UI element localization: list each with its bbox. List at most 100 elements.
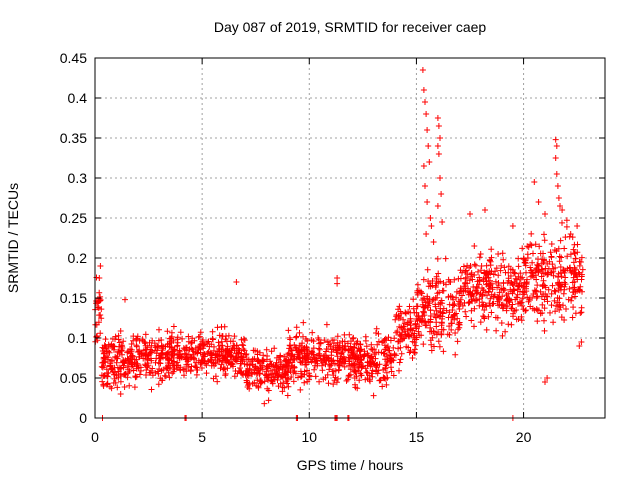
data-point bbox=[549, 261, 556, 268]
data-point bbox=[537, 288, 544, 295]
data-point bbox=[244, 361, 251, 368]
data-point bbox=[99, 348, 106, 354]
data-point bbox=[483, 274, 490, 281]
data-point bbox=[499, 305, 506, 312]
data-point bbox=[572, 293, 578, 300]
data-point bbox=[527, 303, 534, 310]
data-point bbox=[393, 313, 400, 320]
data-point bbox=[387, 337, 394, 344]
data-point bbox=[391, 335, 398, 342]
data-point bbox=[462, 268, 469, 275]
data-point bbox=[534, 282, 541, 289]
data-point bbox=[140, 355, 147, 362]
data-point bbox=[246, 365, 253, 372]
data-point bbox=[516, 282, 523, 289]
data-point bbox=[522, 259, 528, 266]
data-point bbox=[406, 303, 413, 310]
data-point bbox=[498, 320, 505, 326]
data-point bbox=[555, 285, 562, 292]
data-point bbox=[168, 329, 175, 336]
data-point bbox=[224, 357, 231, 364]
data-point bbox=[174, 359, 181, 366]
data-point bbox=[427, 337, 434, 344]
data-point bbox=[420, 163, 427, 169]
data-point bbox=[284, 392, 291, 399]
data-point bbox=[243, 351, 250, 357]
data-point bbox=[524, 243, 531, 250]
data-point bbox=[309, 329, 316, 336]
data-point bbox=[108, 357, 115, 364]
data-point bbox=[515, 255, 522, 262]
data-point bbox=[558, 254, 565, 261]
data-point bbox=[426, 159, 433, 165]
data-point bbox=[548, 241, 555, 247]
data-point bbox=[214, 378, 221, 385]
data-point bbox=[222, 370, 229, 377]
data-point bbox=[316, 378, 323, 385]
data-point bbox=[293, 334, 299, 341]
data-point bbox=[331, 377, 338, 384]
data-point bbox=[388, 368, 395, 375]
data-point bbox=[296, 329, 303, 336]
data-point bbox=[556, 258, 563, 265]
data-point bbox=[218, 361, 225, 368]
data-point bbox=[400, 316, 407, 323]
data-point bbox=[301, 368, 308, 375]
y-tick-label: 0.45 bbox=[60, 50, 87, 66]
data-point bbox=[420, 87, 427, 93]
data-point bbox=[552, 155, 559, 161]
data-point bbox=[97, 293, 104, 300]
data-point bbox=[142, 331, 149, 338]
data-point bbox=[253, 382, 260, 389]
data-point bbox=[570, 289, 577, 295]
data-point bbox=[227, 338, 234, 345]
data-point bbox=[369, 373, 376, 380]
data-point bbox=[301, 344, 308, 351]
data-point bbox=[282, 357, 289, 364]
data-point bbox=[102, 343, 109, 350]
data-point bbox=[287, 336, 294, 343]
data-point bbox=[434, 143, 441, 149]
data-point bbox=[533, 287, 540, 294]
data-point bbox=[129, 352, 136, 359]
x-tick-labels: 0 5 10 15 20 bbox=[91, 429, 531, 445]
data-point bbox=[427, 318, 434, 325]
data-point bbox=[350, 334, 357, 341]
data-point bbox=[498, 262, 505, 269]
data-point bbox=[334, 275, 341, 281]
data-point bbox=[379, 339, 385, 346]
data-point bbox=[263, 346, 270, 353]
data-point bbox=[265, 387, 272, 394]
data-point bbox=[538, 273, 545, 280]
data-point bbox=[306, 370, 312, 377]
data-point bbox=[369, 346, 376, 353]
data-point bbox=[558, 314, 565, 321]
data-point bbox=[348, 349, 355, 356]
data-point bbox=[97, 330, 104, 337]
data-point bbox=[380, 338, 387, 344]
data-point bbox=[508, 321, 515, 328]
data-point bbox=[466, 299, 473, 305]
data-point bbox=[209, 328, 216, 335]
data-point bbox=[495, 251, 502, 257]
data-point bbox=[149, 365, 156, 372]
data-point bbox=[511, 269, 517, 276]
data-point bbox=[578, 309, 585, 316]
data-point bbox=[557, 264, 564, 270]
data-point bbox=[416, 323, 423, 330]
data-point bbox=[463, 267, 469, 274]
data-point bbox=[466, 277, 473, 284]
data-point bbox=[409, 327, 416, 334]
data-point bbox=[152, 369, 159, 376]
data-point bbox=[325, 380, 332, 387]
data-point bbox=[374, 341, 381, 348]
data-point bbox=[280, 379, 287, 386]
data-point bbox=[402, 309, 409, 316]
data-point bbox=[505, 290, 512, 297]
data-point bbox=[156, 326, 162, 333]
data-point bbox=[522, 262, 529, 269]
data-point bbox=[483, 326, 490, 333]
data-point bbox=[541, 317, 547, 324]
data-point bbox=[533, 294, 540, 301]
data-point bbox=[319, 362, 325, 369]
